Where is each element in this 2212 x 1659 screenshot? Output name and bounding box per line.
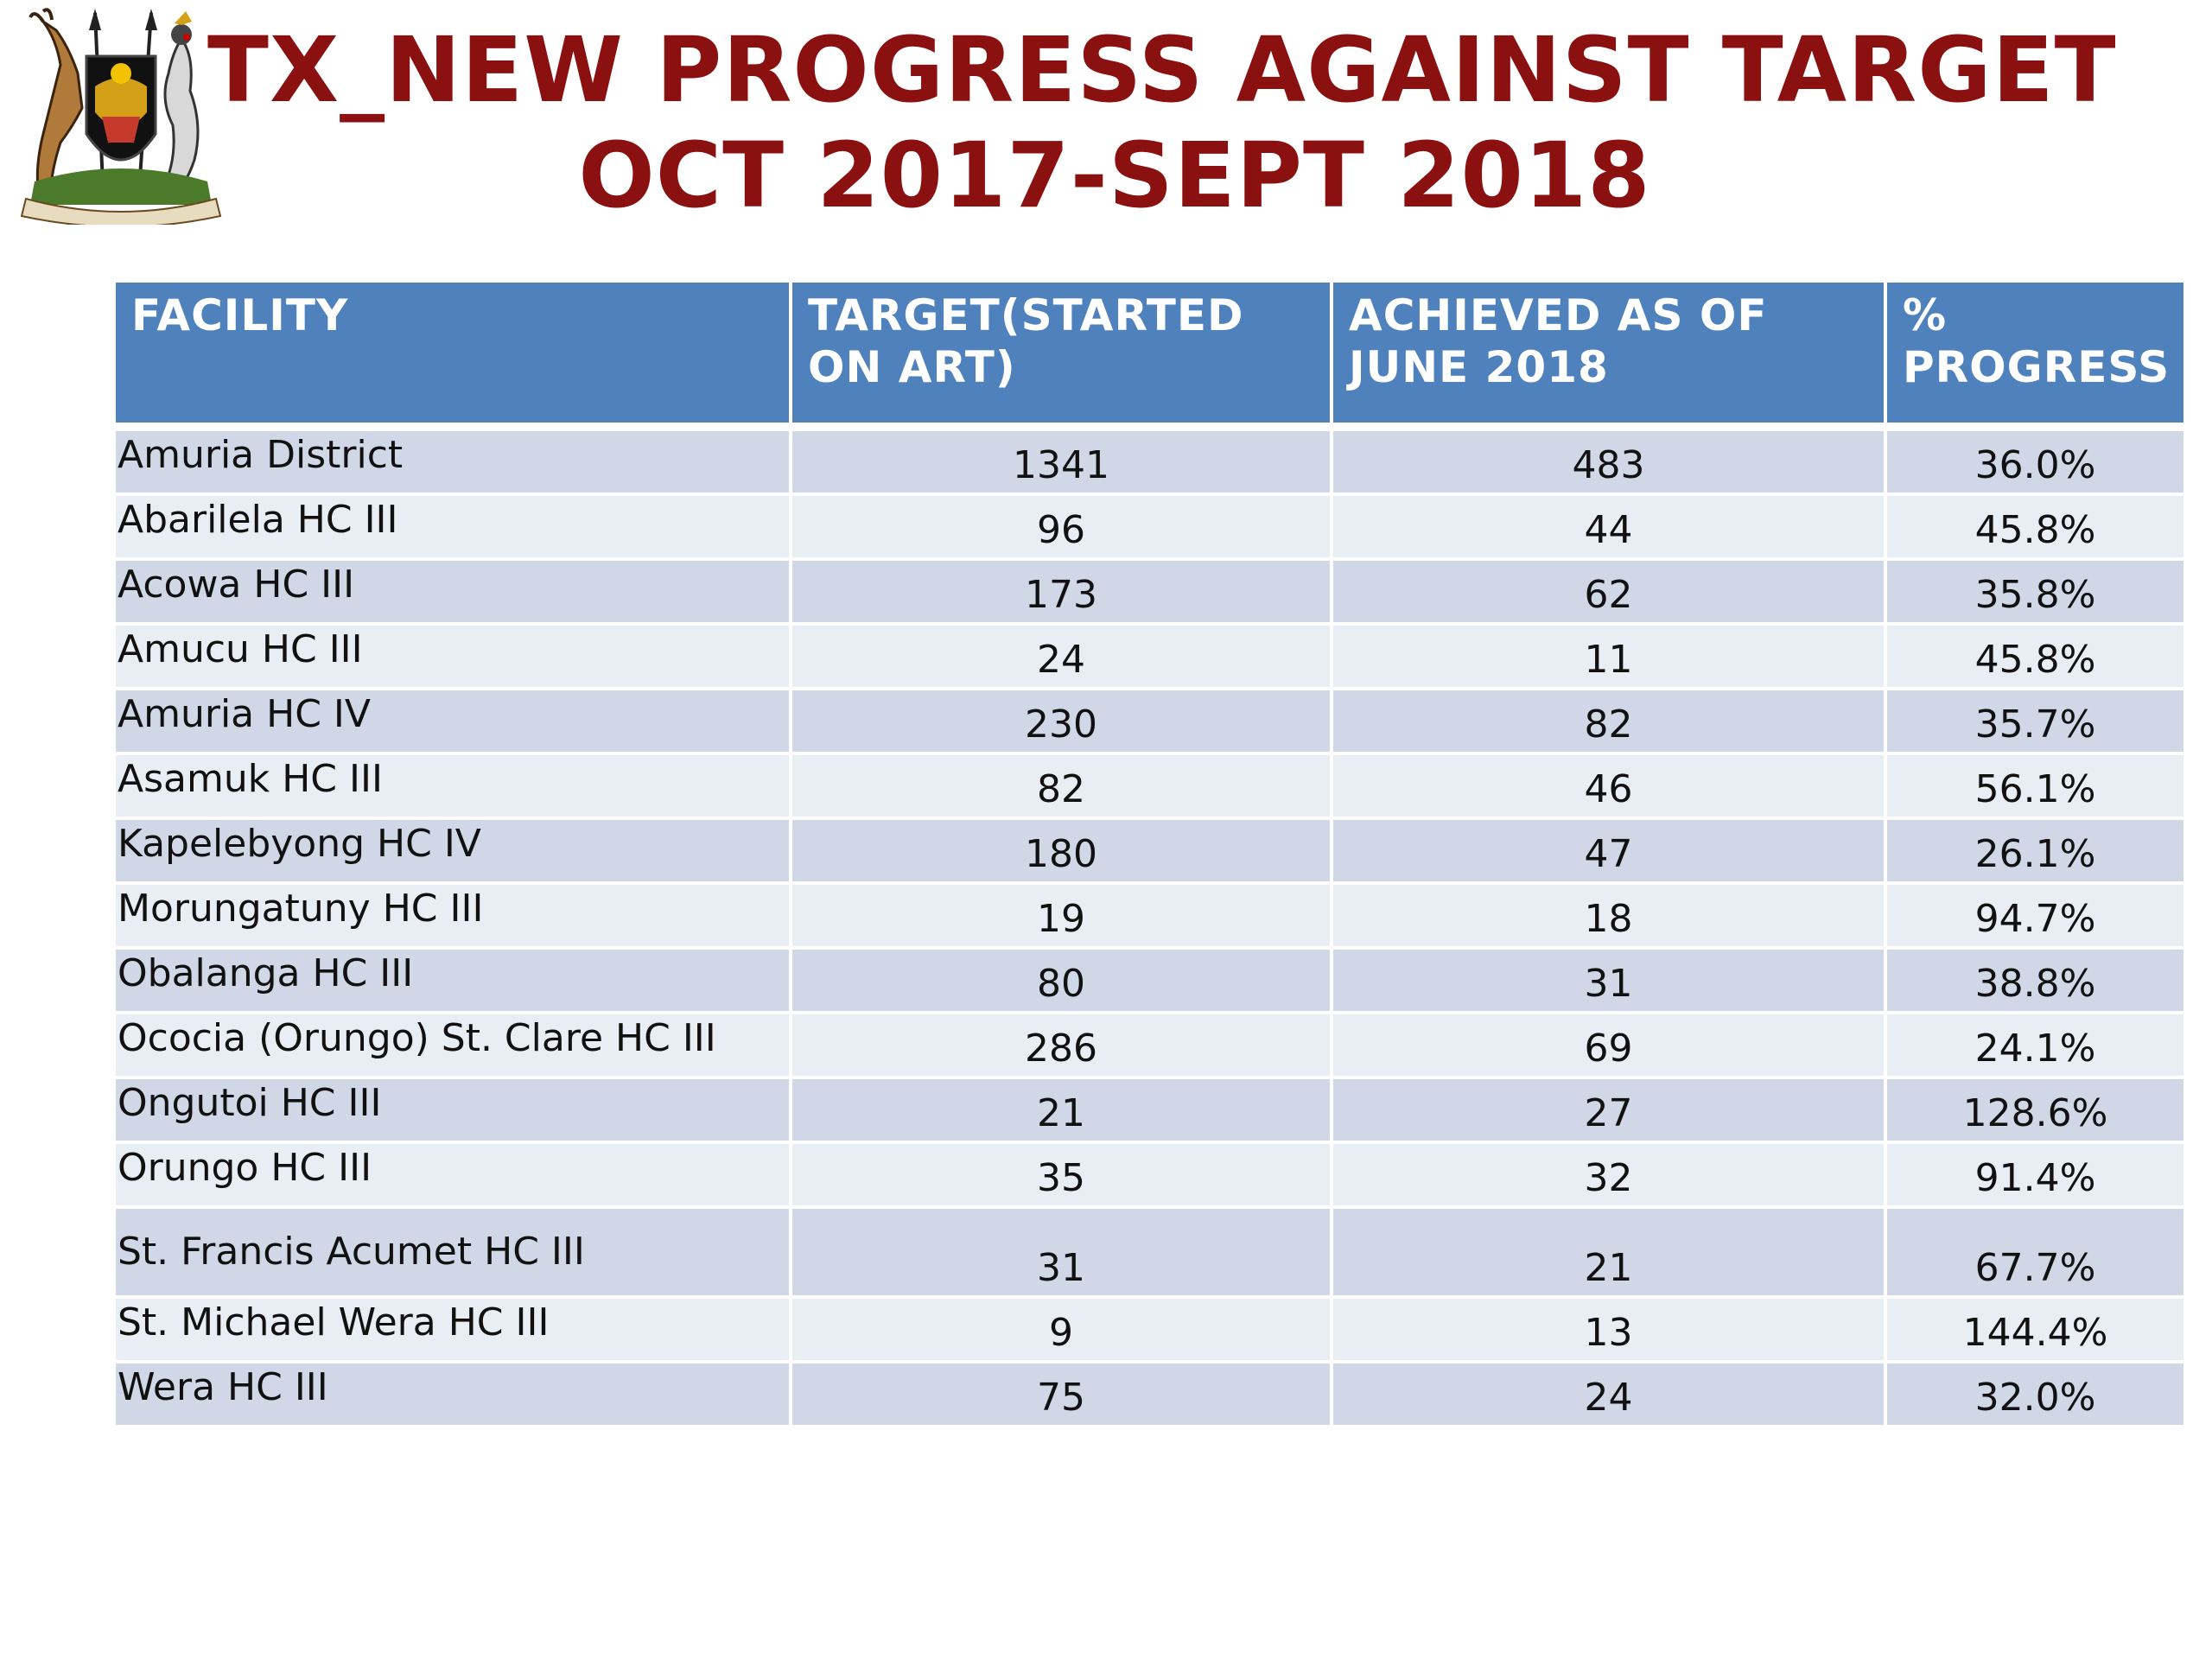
cell-progress: 38.8% bbox=[1887, 950, 2183, 1011]
cell-achieved: 82 bbox=[1333, 690, 1884, 752]
cell-facility: Ococia (Orungo) St. Clare HC III bbox=[116, 1014, 789, 1076]
cell-achieved: 27 bbox=[1333, 1079, 1884, 1141]
table-row: Amuria District 1341 483 36.0% bbox=[116, 431, 2183, 493]
cell-facility: Amuria HC IV bbox=[116, 690, 789, 752]
cell-progress: 24.1% bbox=[1887, 1014, 2183, 1076]
header-progress: % PROGRESS bbox=[1887, 283, 2183, 428]
table-row: Ongutoi HC III 21 27 128.6% bbox=[116, 1079, 2183, 1141]
cell-achieved: 24 bbox=[1333, 1363, 1884, 1425]
cell-facility: Ongutoi HC III bbox=[116, 1079, 789, 1141]
cell-progress: 26.1% bbox=[1887, 820, 2183, 881]
cell-achieved: 46 bbox=[1333, 755, 1884, 817]
title-line-1: TX_NEW PROGRESS AGAINST TARGET bbox=[207, 17, 2117, 123]
table-header-row: FACILITY TARGET(STARTED ON ART) ACHIEVED… bbox=[116, 283, 2183, 428]
cell-target: 96 bbox=[792, 496, 1330, 557]
table-row: St. Michael Wera HC III 9 13 144.4% bbox=[116, 1299, 2183, 1360]
table-row: Abarilela HC III 96 44 45.8% bbox=[116, 496, 2183, 557]
cell-achieved: 11 bbox=[1333, 626, 1884, 687]
cell-achieved: 21 bbox=[1333, 1209, 1884, 1295]
cell-target: 180 bbox=[792, 820, 1330, 881]
cell-target: 80 bbox=[792, 950, 1330, 1011]
cell-progress: 45.8% bbox=[1887, 496, 2183, 557]
table-row: Wera HC III 75 24 32.0% bbox=[116, 1363, 2183, 1425]
cell-progress: 35.8% bbox=[1887, 561, 2183, 622]
cell-target: 31 bbox=[792, 1209, 1330, 1295]
cell-target: 230 bbox=[792, 690, 1330, 752]
cell-facility: Wera HC III bbox=[116, 1363, 789, 1425]
table-row: Amucu HC III 24 11 45.8% bbox=[116, 626, 2183, 687]
cell-target: 173 bbox=[792, 561, 1330, 622]
cell-facility: Amucu HC III bbox=[116, 626, 789, 687]
uganda-coat-of-arms-icon bbox=[20, 8, 222, 225]
cell-facility: St. Michael Wera HC III bbox=[116, 1299, 789, 1360]
cell-achieved: 18 bbox=[1333, 885, 1884, 946]
cell-facility: Kapelebyong HC IV bbox=[116, 820, 789, 881]
cell-progress: 94.7% bbox=[1887, 885, 2183, 946]
cell-target: 19 bbox=[792, 885, 1330, 946]
cell-progress: 35.7% bbox=[1887, 690, 2183, 752]
table-row: St. Francis Acumet HC III 31 21 67.7% bbox=[116, 1209, 2183, 1295]
cell-progress: 128.6% bbox=[1887, 1079, 2183, 1141]
header-facility: FACILITY bbox=[116, 283, 789, 428]
cell-achieved: 69 bbox=[1333, 1014, 1884, 1076]
cell-progress: 36.0% bbox=[1887, 431, 2183, 493]
cell-progress: 32.0% bbox=[1887, 1363, 2183, 1425]
header-target: TARGET(STARTED ON ART) bbox=[792, 283, 1330, 428]
cell-facility: Orungo HC III bbox=[116, 1144, 789, 1205]
table-row: Kapelebyong HC IV 180 47 26.1% bbox=[116, 820, 2183, 881]
cell-progress: 144.4% bbox=[1887, 1299, 2183, 1360]
cell-facility: Asamuk HC III bbox=[116, 755, 789, 817]
cell-achieved: 62 bbox=[1333, 561, 1884, 622]
cell-progress: 91.4% bbox=[1887, 1144, 2183, 1205]
cell-target: 75 bbox=[792, 1363, 1330, 1425]
cell-target: 1341 bbox=[792, 431, 1330, 493]
progress-table: FACILITY TARGET(STARTED ON ART) ACHIEVED… bbox=[112, 279, 2187, 1428]
cell-target: 82 bbox=[792, 755, 1330, 817]
cell-facility: Obalanga HC III bbox=[116, 950, 789, 1011]
cell-target: 21 bbox=[792, 1079, 1330, 1141]
cell-achieved: 47 bbox=[1333, 820, 1884, 881]
cell-facility: Acowa HC III bbox=[116, 561, 789, 622]
page-title: TX_NEW PROGRESS AGAINST TARGET OCT 2017-… bbox=[207, 17, 2117, 228]
cell-target: 35 bbox=[792, 1144, 1330, 1205]
cell-achieved: 483 bbox=[1333, 431, 1884, 493]
cell-achieved: 13 bbox=[1333, 1299, 1884, 1360]
cell-achieved: 31 bbox=[1333, 950, 1884, 1011]
cell-progress: 67.7% bbox=[1887, 1209, 2183, 1295]
cell-target: 24 bbox=[792, 626, 1330, 687]
cell-target: 9 bbox=[792, 1299, 1330, 1360]
cell-facility: Morungatuny HC III bbox=[116, 885, 789, 946]
table-row: Morungatuny HC III 19 18 94.7% bbox=[116, 885, 2183, 946]
table-row: Amuria HC IV 230 82 35.7% bbox=[116, 690, 2183, 752]
cell-facility: St. Francis Acumet HC III bbox=[116, 1209, 789, 1295]
table-row: Acowa HC III 173 62 35.8% bbox=[116, 561, 2183, 622]
cell-progress: 45.8% bbox=[1887, 626, 2183, 687]
cell-achieved: 32 bbox=[1333, 1144, 1884, 1205]
cell-target: 286 bbox=[792, 1014, 1330, 1076]
table-row: Asamuk HC III 82 46 56.1% bbox=[116, 755, 2183, 817]
table-row: Ococia (Orungo) St. Clare HC III 286 69 … bbox=[116, 1014, 2183, 1076]
cell-progress: 56.1% bbox=[1887, 755, 2183, 817]
title-line-2: OCT 2017-SEPT 2018 bbox=[578, 123, 1651, 228]
cell-facility: Amuria District bbox=[116, 431, 789, 493]
cell-facility: Abarilela HC III bbox=[116, 496, 789, 557]
cell-achieved: 44 bbox=[1333, 496, 1884, 557]
table-row: Obalanga HC III 80 31 38.8% bbox=[116, 950, 2183, 1011]
header-achieved: ACHIEVED AS OF JUNE 2018 bbox=[1333, 283, 1884, 428]
table-row: Orungo HC III 35 32 91.4% bbox=[116, 1144, 2183, 1205]
